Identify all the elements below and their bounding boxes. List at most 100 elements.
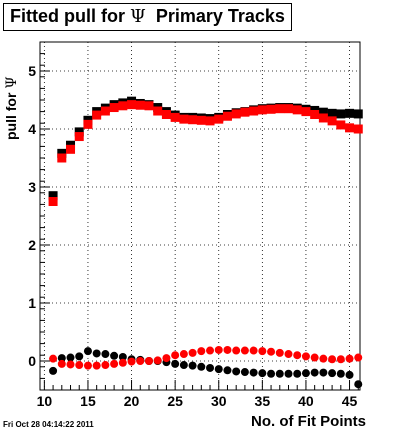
circle-marker: [249, 346, 258, 355]
square-marker: [100, 106, 110, 116]
x-tick-label: 10: [37, 393, 53, 409]
circle-marker: [206, 363, 215, 372]
x-tick-label: 35: [255, 393, 271, 409]
square-marker: [74, 127, 84, 137]
circle-marker: [162, 354, 171, 363]
square-marker: [74, 132, 84, 142]
square-marker: [231, 109, 241, 119]
circle-marker: [319, 368, 328, 377]
square-marker: [284, 104, 294, 114]
y-axis-label: pull for Ψ: [3, 76, 20, 140]
square-marker: [57, 148, 67, 158]
x-tick-label: 20: [124, 393, 140, 409]
circle-marker: [57, 359, 66, 368]
square-marker: [266, 104, 276, 114]
circle-marker: [345, 354, 354, 363]
square-marker: [353, 124, 363, 134]
circle-marker: [179, 361, 188, 370]
circle-marker: [354, 353, 363, 362]
square-marker: [127, 100, 137, 110]
circle-marker: [101, 350, 110, 359]
data-marks: [48, 96, 363, 389]
circle-marker: [258, 369, 267, 378]
square-marker: [336, 120, 346, 130]
circle-marker: [110, 351, 119, 360]
square-marker: [196, 115, 206, 125]
y-axis-label-symbol: Ψ: [4, 76, 20, 89]
circle-marker: [293, 369, 302, 378]
y-tick-label: 0: [28, 353, 36, 369]
circle-marker: [171, 351, 180, 360]
circle-marker: [49, 354, 58, 363]
y-tick-label: 1: [28, 295, 36, 311]
circle-marker: [206, 346, 215, 355]
circle-marker: [301, 352, 310, 361]
x-tick-label: 40: [298, 393, 314, 409]
circle-marker: [197, 347, 206, 356]
x-tick-label: 15: [80, 393, 96, 409]
circle-marker: [66, 360, 75, 369]
x-tick-label: 25: [167, 393, 183, 409]
circle-marker: [310, 353, 319, 362]
circle-marker: [275, 369, 284, 378]
circle-marker: [144, 357, 153, 365]
circle-marker: [127, 357, 136, 366]
circle-marker: [188, 348, 197, 357]
circle-marker: [336, 355, 345, 364]
circle-marker: [83, 347, 92, 356]
y-tick-label: 5: [28, 63, 36, 79]
square-marker: [153, 106, 163, 116]
title-symbol: Ψ: [130, 6, 146, 27]
circle-marker: [240, 368, 249, 377]
square-marker: [310, 110, 320, 119]
circle-marker: [110, 359, 119, 368]
square-marker: [179, 114, 189, 124]
circle-marker: [284, 350, 293, 359]
circle-marker: [223, 366, 232, 375]
circle-marker: [214, 345, 223, 354]
square-marker: [48, 191, 58, 201]
x-tick-label: 45: [342, 393, 358, 409]
square-marker: [170, 112, 180, 122]
circle-marker: [57, 354, 66, 363]
y-tick-label: 4: [28, 121, 36, 137]
circle-marker: [319, 354, 328, 363]
square-marker: [249, 106, 259, 116]
square-marker: [336, 109, 346, 119]
square-marker: [327, 116, 337, 126]
circle-marker: [214, 365, 223, 374]
circle-marker: [66, 353, 75, 362]
circle-marker: [345, 370, 354, 379]
square-marker: [345, 123, 355, 133]
square-marker: [257, 105, 267, 115]
circle-marker: [118, 358, 127, 367]
circle-marker: [275, 348, 284, 357]
square-marker: [118, 101, 128, 111]
circle-marker: [240, 346, 249, 355]
circle-marker: [232, 367, 241, 376]
circle-marker: [171, 359, 180, 368]
circle-marker: [267, 369, 276, 378]
circle-marker: [92, 361, 101, 370]
circle-marker: [92, 349, 101, 358]
square-marker: [222, 111, 232, 121]
square-marker: [240, 107, 250, 117]
circle-marker: [336, 369, 345, 378]
square-marker: [214, 114, 224, 124]
y-axis-label-text: pull for: [3, 92, 19, 140]
circle-marker: [49, 366, 58, 375]
square-marker: [83, 119, 93, 129]
circle-marker: [75, 352, 84, 361]
circle-marker: [354, 380, 363, 389]
square-marker: [48, 197, 58, 206]
circle-marker: [197, 362, 206, 371]
square-marker: [292, 105, 302, 115]
circle-marker: [284, 369, 293, 378]
square-marker: [205, 116, 215, 126]
chart-title: Fitted pull for Ψ Primary Tracks: [3, 3, 292, 31]
square-marker: [66, 144, 76, 154]
title-suffix: Primary Tracks: [155, 6, 285, 26]
circle-marker: [267, 347, 276, 356]
